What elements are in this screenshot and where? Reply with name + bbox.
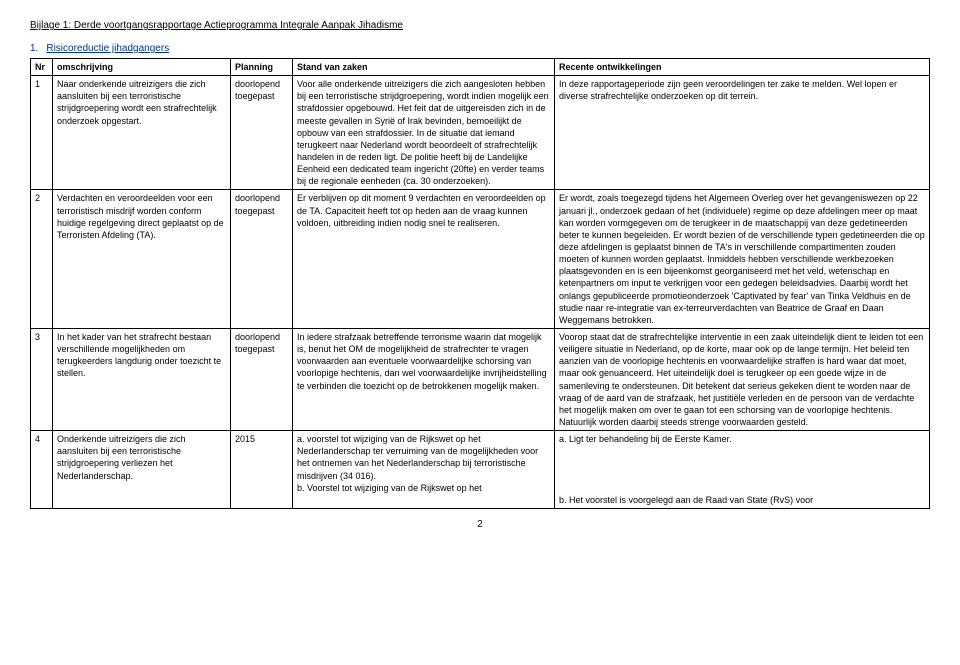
- page-number: 2: [30, 519, 930, 530]
- cell-omschrijving: In het kader van het strafrecht bestaan …: [53, 328, 231, 430]
- cell-omschrijving: Naar onderkende uitreizigers die zich aa…: [53, 76, 231, 190]
- table-row: 3In het kader van het strafrecht bestaan…: [31, 328, 930, 430]
- cell-stand: Voor alle onderkende uitreizigers die zi…: [293, 76, 555, 190]
- cell-recente: In deze rapportageperiode zijn geen vero…: [555, 76, 930, 190]
- cell-nr: 1: [31, 76, 53, 190]
- cell-planning: doorlopend toegepast: [231, 190, 293, 329]
- progress-table: Nr omschrijving Planning Stand van zaken…: [30, 58, 930, 509]
- table-body: 1Naar onderkende uitreizigers die zich a…: [31, 76, 930, 509]
- col-omschrijving: omschrijving: [53, 59, 231, 76]
- cell-omschrijving: Onderkende uitreizigers die zich aanslui…: [53, 431, 231, 509]
- cell-nr: 3: [31, 328, 53, 430]
- table-row: 4Onderkende uitreizigers die zich aanslu…: [31, 431, 930, 509]
- cell-stand: Er verblijven op dit moment 9 verdachten…: [293, 190, 555, 329]
- table-row: 1Naar onderkende uitreizigers die zich a…: [31, 76, 930, 190]
- col-nr: Nr: [31, 59, 53, 76]
- cell-stand: a. voorstel tot wijziging van de Rijkswe…: [293, 431, 555, 509]
- cell-nr: 2: [31, 190, 53, 329]
- table-header-row: Nr omschrijving Planning Stand van zaken…: [31, 59, 930, 76]
- cell-planning: doorlopend toegepast: [231, 76, 293, 190]
- cell-recente: Er wordt, zoals toegezegd tijdens het Al…: [555, 190, 930, 329]
- cell-omschrijving: Verdachten en veroordeelden voor een ter…: [53, 190, 231, 329]
- col-planning: Planning: [231, 59, 293, 76]
- cell-recente: Voorop staat dat de strafrechtelijke int…: [555, 328, 930, 430]
- section-number: 1.: [30, 43, 38, 54]
- cell-recente: a. Ligt ter behandeling bij de Eerste Ka…: [555, 431, 930, 509]
- cell-nr: 4: [31, 431, 53, 509]
- attachment-title: Bijlage 1: Derde voortgangsrapportage Ac…: [30, 20, 930, 31]
- table-row: 2Verdachten en veroordeelden voor een te…: [31, 190, 930, 329]
- col-recente: Recente ontwikkelingen: [555, 59, 930, 76]
- cell-planning: doorlopend toegepast: [231, 328, 293, 430]
- section-label: Risicoreductie jihadgangers: [46, 43, 169, 54]
- section-header: 1. Risicoreductie jihadgangers: [30, 43, 930, 54]
- col-stand: Stand van zaken: [293, 59, 555, 76]
- cell-planning: 2015: [231, 431, 293, 509]
- cell-stand: In iedere strafzaak betreffende terroris…: [293, 328, 555, 430]
